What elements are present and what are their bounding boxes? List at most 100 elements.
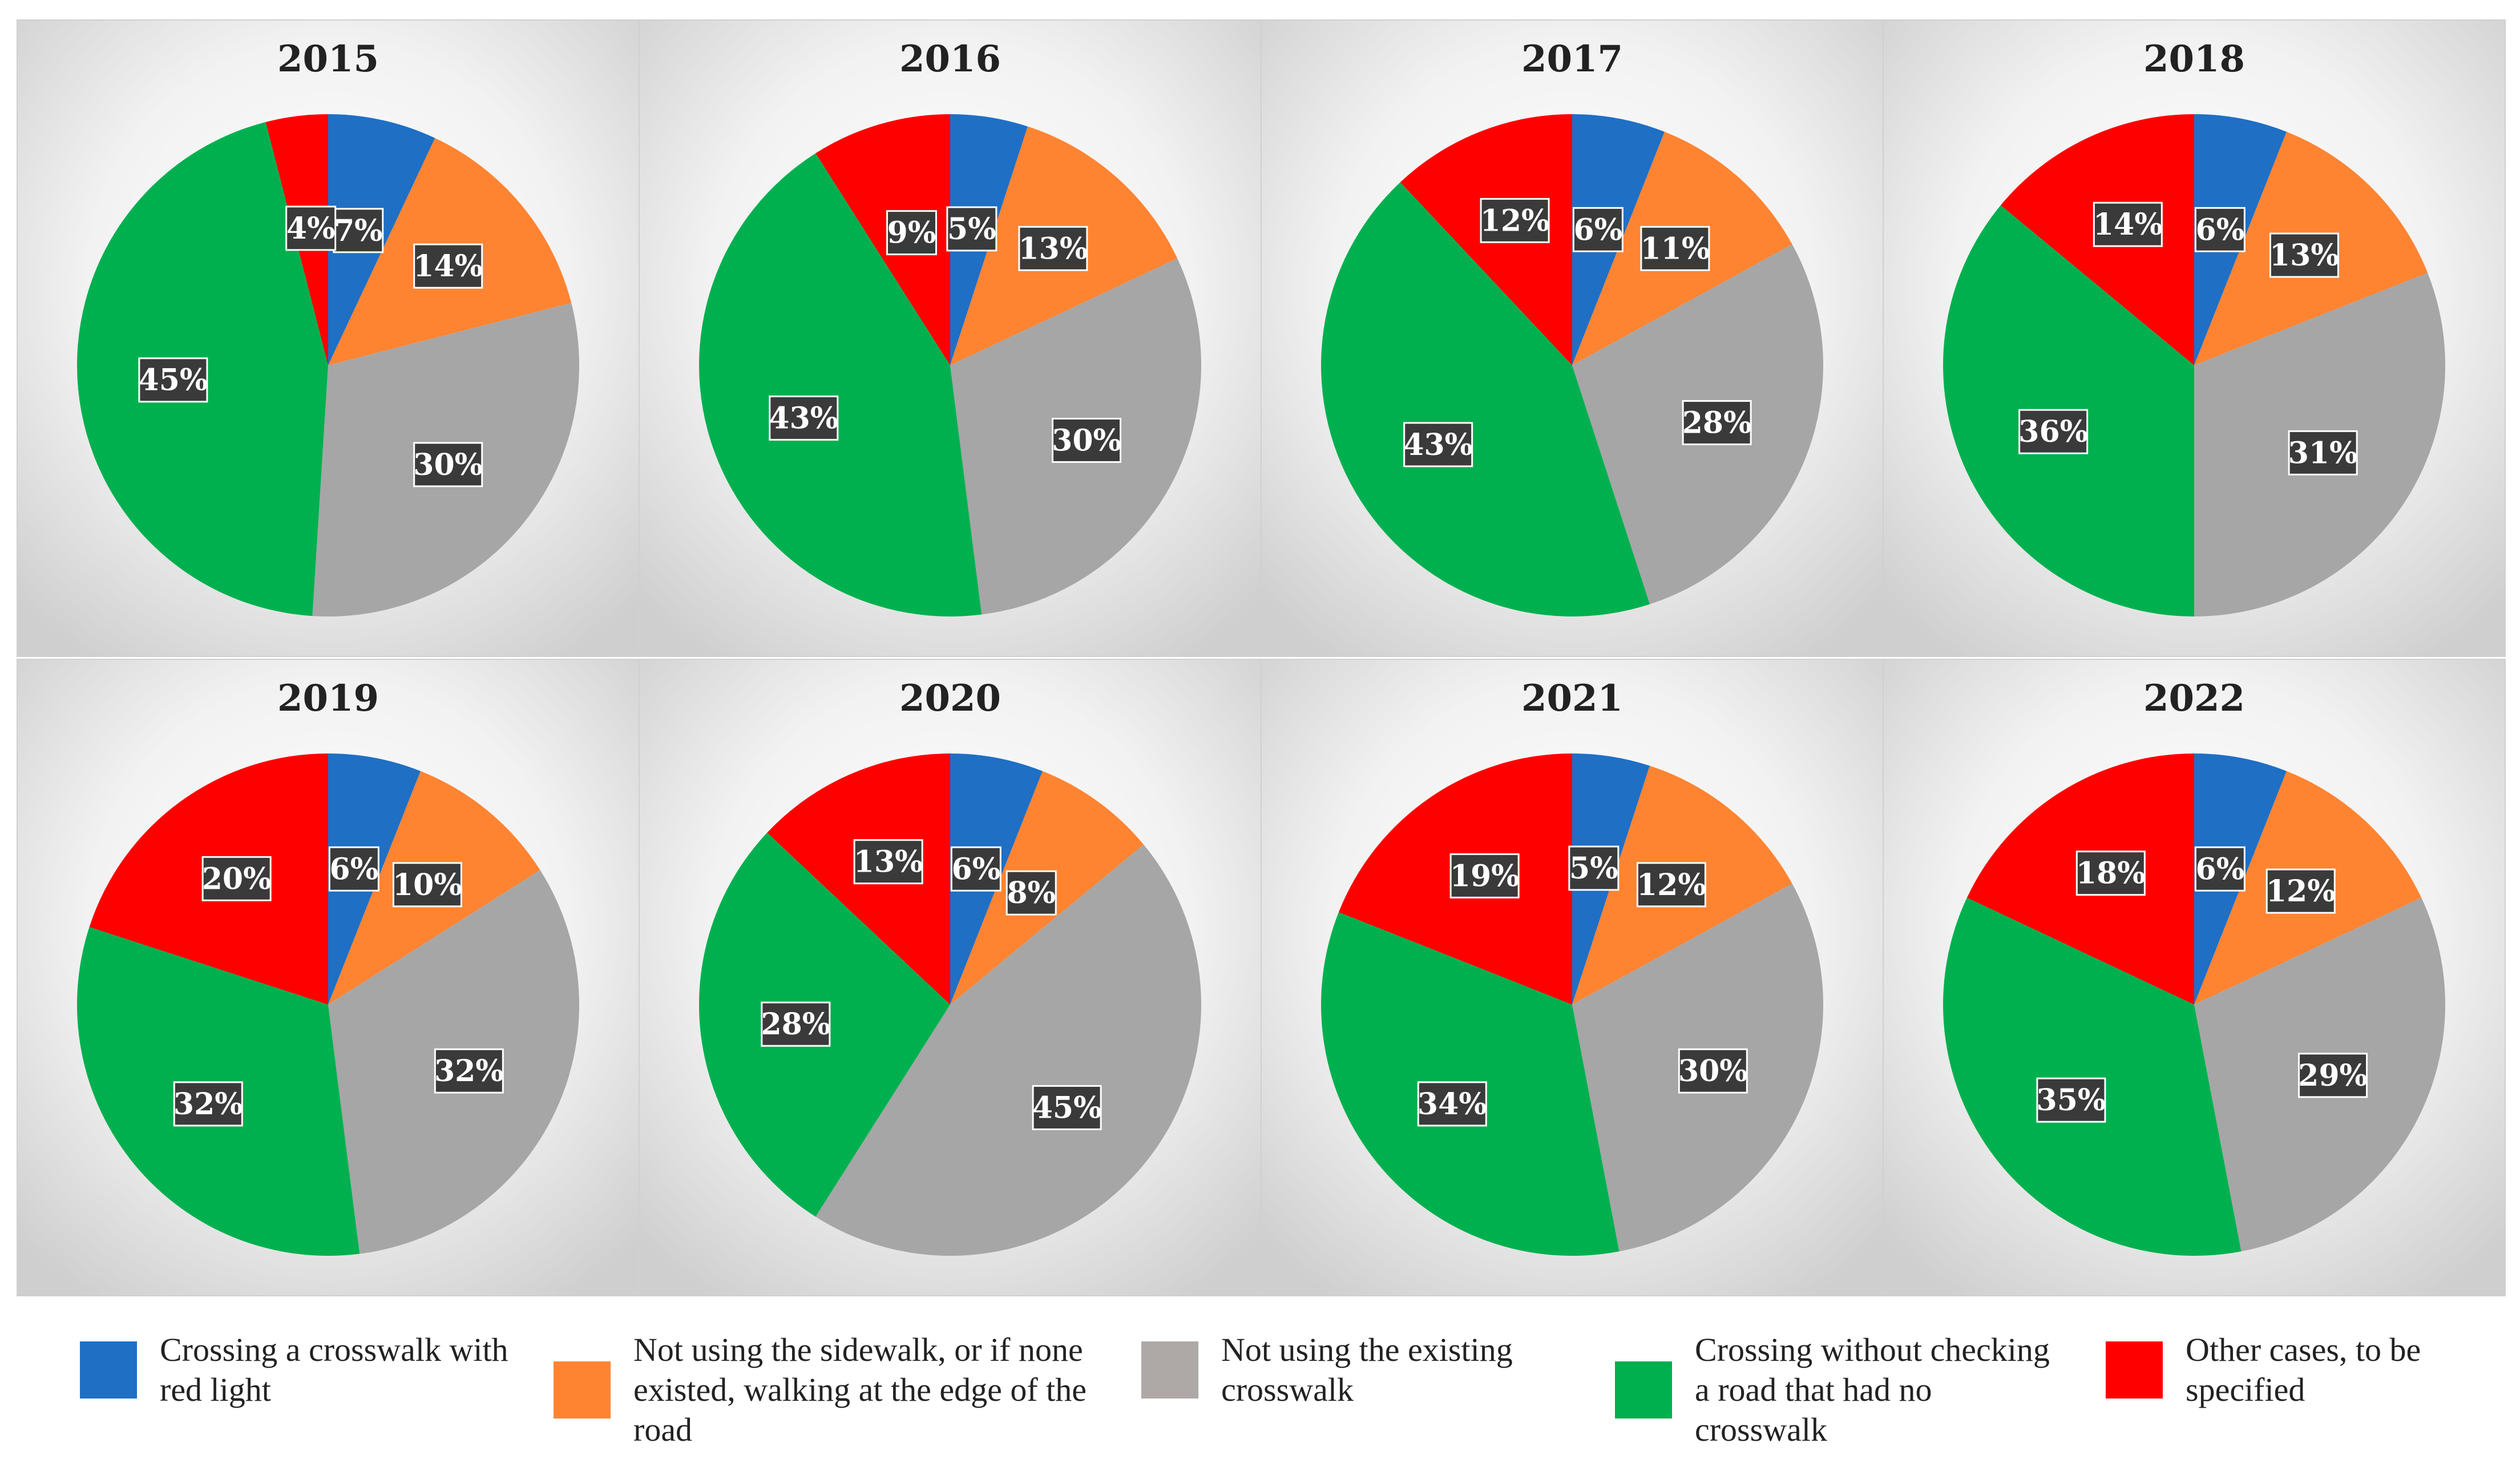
data-label-box: [886, 210, 937, 256]
chart-title: 2018: [2143, 38, 2245, 80]
data-label: 8%: [1007, 876, 1056, 910]
data-label: 43%: [769, 401, 838, 436]
data-label: 5%: [947, 212, 996, 247]
data-label: 32%: [173, 1087, 243, 1122]
data-label-box: [333, 208, 384, 253]
legend-swatch: [80, 1341, 137, 1399]
pie-slice: [698, 153, 982, 617]
pie-slice: [1321, 182, 1650, 616]
legend-label: Crossing without checking a road that ha…: [1695, 1331, 2050, 1448]
chart-title: 2017: [1521, 38, 1623, 80]
pie-chart-2017: 2017 6% 11% 28% 43% 12%: [1261, 19, 1884, 657]
data-label-box: [853, 839, 923, 885]
data-label: 14%: [2093, 207, 2163, 242]
data-label-box: [1636, 862, 1706, 908]
data-label-box: [1018, 225, 1088, 271]
data-label: 32%: [434, 1054, 504, 1089]
data-label: 29%: [2298, 1058, 2368, 1093]
data-label-box: [2288, 430, 2358, 475]
data-label-box: [1005, 870, 1057, 916]
data-label-box: [1403, 422, 1473, 468]
data-label-box: [1682, 400, 1752, 445]
data-label: 45%: [1032, 1090, 1102, 1125]
data-label-box: [2036, 1077, 2106, 1123]
chart-title: 2020: [899, 677, 1001, 720]
data-label-box: [138, 357, 208, 403]
data-label-box: [2194, 207, 2246, 252]
legend-label: Not using the sidewalk, or if none exist…: [633, 1331, 1087, 1448]
data-label: 30%: [1052, 423, 1121, 458]
legend-label: Crossing a crosswalk with red light: [160, 1331, 508, 1408]
data-label: 10%: [393, 868, 462, 902]
data-label: 12%: [2266, 874, 2336, 909]
pie-chart-2018: 2018 6% 13% 31% 36% 14%: [1883, 19, 2506, 657]
legend: Crossing a crosswalk with red light Not …: [0, 1330, 2520, 1475]
data-label: 18%: [2076, 856, 2146, 891]
data-label-box: [392, 862, 462, 908]
legend-item-no-sidewalk: Not using the sidewalk, or if none exist…: [554, 1330, 1118, 1450]
data-label-box: [413, 442, 483, 487]
legend-swatch: [1615, 1361, 1672, 1418]
data-label-box: [1572, 207, 1624, 252]
data-label-box: [1052, 417, 1122, 463]
legend-swatch: [2106, 1341, 2163, 1399]
data-label: 12%: [1637, 868, 1706, 902]
data-label-box: [2194, 846, 2246, 892]
data-label-box: [1449, 853, 1520, 898]
data-label-box: [285, 205, 337, 251]
data-label: 9%: [887, 216, 936, 251]
data-label: 13%: [854, 845, 923, 880]
pie-slice: [815, 114, 950, 365]
chart-title: 2022: [2143, 677, 2245, 720]
data-label: 20%: [202, 861, 272, 896]
data-label: 13%: [1019, 231, 1088, 266]
data-label: 14%: [413, 249, 483, 284]
data-label: 19%: [1450, 859, 1520, 893]
pie-chart-2019: 2019 6% 10% 32% 32% 20%: [17, 659, 640, 1296]
pie-slice: [815, 844, 1201, 1256]
pie-slice: [1942, 897, 2242, 1256]
data-label-box: [1480, 198, 1550, 243]
legend-item-not-using-crosswalk: Not using the existing crosswalk: [1141, 1330, 1586, 1410]
chart-title: 2019: [277, 677, 379, 720]
data-label: 45%: [139, 363, 208, 398]
data-label: 5%: [1569, 851, 1618, 886]
chart-title: 2021: [1521, 677, 1623, 720]
data-label-box: [2269, 232, 2339, 278]
data-label: 30%: [413, 448, 483, 482]
data-label: 13%: [2269, 238, 2339, 273]
data-label: 4%: [286, 211, 336, 246]
data-label: 6%: [1574, 212, 1623, 247]
data-label-box: [769, 395, 839, 441]
chart-title: 2015: [277, 38, 379, 80]
data-label-box: [950, 846, 1001, 892]
data-label: 30%: [1678, 1054, 1748, 1089]
data-label-box: [761, 1001, 831, 1047]
data-label-box: [2018, 409, 2089, 454]
data-label-box: [1417, 1081, 1487, 1127]
legend-swatch: [554, 1361, 611, 1418]
data-label: 6%: [330, 852, 379, 886]
data-label: 28%: [761, 1007, 830, 1042]
legend-item-other-cases: Other cases, to be specified: [2106, 1330, 2494, 1410]
pie-chart-2016: 2016 5% 13% 30% 43% 9%: [639, 19, 1262, 657]
data-label: 6%: [2196, 852, 2245, 886]
data-label: 34%: [1418, 1087, 1487, 1122]
data-label: 43%: [1403, 428, 1473, 462]
data-label-box: [2265, 868, 2336, 914]
data-label: 35%: [2037, 1083, 2106, 1118]
data-label-box: [946, 206, 998, 252]
legend-swatch: [1141, 1341, 1198, 1399]
data-label: 31%: [2288, 436, 2358, 470]
data-label-box: [328, 846, 379, 892]
data-label: 28%: [1682, 405, 1752, 440]
data-label-box: [1032, 1085, 1102, 1130]
data-label-box: [2298, 1053, 2368, 1098]
data-label-box: [1678, 1048, 1748, 1094]
legend-item-no-crosswalk-road: Crossing without checking a road that ha…: [1615, 1330, 2060, 1450]
legend-label: Other cases, to be specified: [2186, 1331, 2421, 1408]
data-label: 11%: [1641, 231, 1710, 266]
data-label-box: [413, 243, 483, 289]
data-label-box: [1640, 225, 1710, 271]
data-label: 7%: [334, 213, 383, 248]
